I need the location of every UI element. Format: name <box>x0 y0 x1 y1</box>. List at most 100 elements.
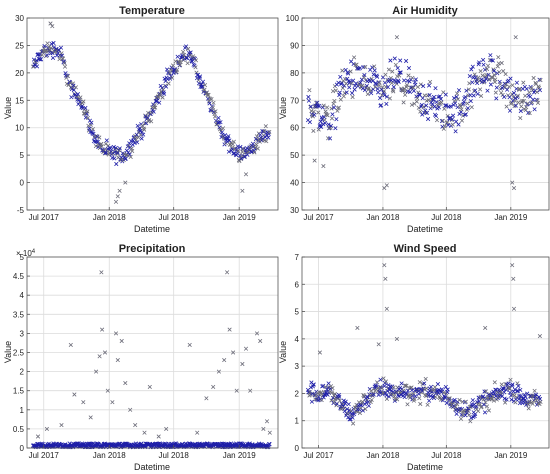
data-point <box>366 86 371 91</box>
data-point <box>347 417 352 422</box>
data-point <box>396 394 401 399</box>
data-point <box>147 118 152 123</box>
data-point <box>483 400 488 405</box>
data-point <box>370 78 375 84</box>
data-point <box>127 152 132 157</box>
data-point <box>321 103 326 108</box>
data-point <box>492 380 497 385</box>
data-point <box>510 382 515 387</box>
data-point <box>95 140 100 145</box>
data-point <box>329 116 335 121</box>
data-point <box>240 149 245 155</box>
data-point <box>481 402 487 407</box>
data-point <box>531 75 536 81</box>
data-point <box>391 385 396 390</box>
data-point <box>411 88 416 93</box>
data-point <box>467 81 472 86</box>
data-point <box>514 80 519 85</box>
data-point <box>510 180 515 185</box>
y-axis-label: Value <box>278 341 288 363</box>
y-tick-label: 25 <box>15 41 24 50</box>
data-point <box>405 402 410 407</box>
data-point <box>331 101 336 106</box>
data-point <box>62 64 68 69</box>
data-point <box>417 380 422 385</box>
data-point <box>188 50 193 55</box>
data-point <box>231 151 236 156</box>
data-point <box>415 96 420 101</box>
data-point <box>443 395 448 400</box>
y-tick-label: 6 <box>295 280 300 289</box>
data-point <box>481 394 486 399</box>
data-point <box>455 91 460 96</box>
data-point <box>117 188 122 193</box>
data-point <box>521 98 526 104</box>
wind-speed-panel: Wind Speed Value Datetime 0 1 2 3 4 5 6 7 Jul 20… <box>278 243 550 472</box>
data-point <box>326 122 331 127</box>
data-point <box>158 83 163 88</box>
data-point <box>507 386 512 392</box>
data-point <box>445 113 450 118</box>
data-point <box>312 112 317 117</box>
x-tick-label: Jul 2018 <box>431 451 462 460</box>
data-point <box>439 119 444 124</box>
data-point <box>439 100 444 105</box>
data-point <box>377 80 382 85</box>
data-point <box>447 397 452 402</box>
data-point <box>454 411 459 416</box>
data-point <box>524 105 529 110</box>
data-point <box>149 119 154 124</box>
data-point <box>365 395 370 400</box>
data-point <box>113 145 118 151</box>
data-point <box>502 94 507 99</box>
data-point <box>501 69 506 74</box>
data-point <box>376 90 381 95</box>
data-point <box>352 55 357 60</box>
data-point <box>186 46 191 52</box>
data-point <box>338 74 343 79</box>
data-point <box>319 124 324 129</box>
data-point <box>71 87 76 93</box>
x-tick-label: Jul 2018 <box>159 213 190 222</box>
data-point <box>373 383 378 388</box>
data-point <box>340 86 345 91</box>
data-point <box>507 390 513 395</box>
axes-box <box>301 256 550 449</box>
data-point <box>34 58 39 63</box>
data-point <box>125 153 130 158</box>
data-point <box>226 149 231 154</box>
data-point <box>147 384 152 389</box>
data-point <box>538 78 543 83</box>
data-point <box>348 69 353 74</box>
data-point <box>306 390 311 395</box>
data-point <box>424 103 429 108</box>
data-point <box>117 146 122 151</box>
data-point <box>509 397 514 402</box>
data-point <box>434 100 439 105</box>
data-point <box>144 121 149 126</box>
data-point <box>453 129 458 134</box>
data-point <box>231 350 236 355</box>
data-point <box>482 79 487 84</box>
data-point <box>478 87 483 92</box>
data-point <box>108 146 113 151</box>
data-point <box>441 390 446 395</box>
data-point <box>413 77 418 82</box>
data-point <box>70 85 75 90</box>
data-point <box>511 186 517 191</box>
data-point <box>490 58 495 63</box>
data-point <box>440 118 445 123</box>
data-point <box>530 401 535 406</box>
y-tick-label: 15 <box>15 96 24 105</box>
data-point <box>508 101 514 106</box>
data-point <box>185 61 190 66</box>
data-point <box>327 126 332 131</box>
data-point <box>231 139 236 144</box>
data-point <box>525 101 530 106</box>
data-point <box>378 377 383 382</box>
data-point <box>510 83 515 88</box>
data-point <box>153 105 158 110</box>
data-point <box>124 152 129 157</box>
data-point <box>492 391 497 396</box>
data-point <box>171 63 176 68</box>
